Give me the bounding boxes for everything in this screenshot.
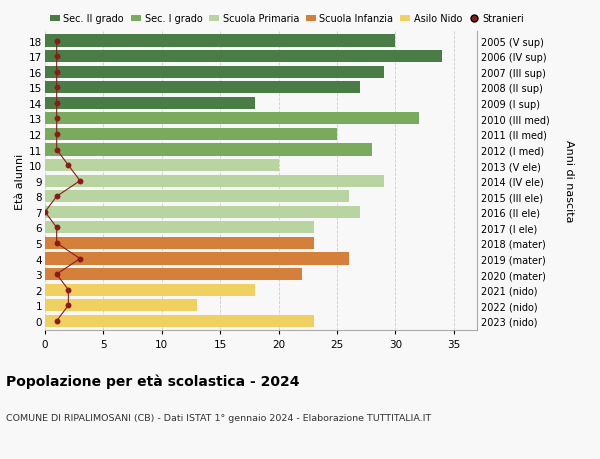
Bar bbox=[45, 35, 395, 48]
Bar bbox=[45, 144, 372, 156]
Point bbox=[52, 318, 61, 325]
Point bbox=[52, 116, 61, 123]
Bar bbox=[45, 113, 419, 125]
Bar bbox=[45, 253, 349, 265]
Point bbox=[52, 53, 61, 61]
Bar bbox=[45, 222, 314, 234]
Point bbox=[64, 162, 73, 169]
Bar bbox=[45, 98, 255, 110]
Y-axis label: Anni di nascita: Anni di nascita bbox=[564, 140, 574, 223]
Point bbox=[52, 100, 61, 107]
Y-axis label: Età alunni: Età alunni bbox=[15, 153, 25, 209]
Bar bbox=[45, 207, 360, 218]
Point bbox=[40, 209, 50, 216]
Bar bbox=[45, 237, 314, 250]
Bar bbox=[45, 284, 255, 296]
Bar bbox=[45, 315, 314, 327]
Point bbox=[52, 38, 61, 45]
Point bbox=[64, 286, 73, 294]
Bar bbox=[45, 269, 302, 280]
Point bbox=[52, 271, 61, 278]
Point bbox=[52, 146, 61, 154]
Text: Popolazione per età scolastica - 2024: Popolazione per età scolastica - 2024 bbox=[6, 374, 299, 389]
Point bbox=[75, 255, 85, 263]
Bar bbox=[45, 51, 442, 63]
Bar bbox=[45, 175, 383, 187]
Point bbox=[52, 240, 61, 247]
Legend: Sec. II grado, Sec. I grado, Scuola Primaria, Scuola Infanzia, Asilo Nido, Stran: Sec. II grado, Sec. I grado, Scuola Prim… bbox=[50, 14, 524, 24]
Bar bbox=[45, 300, 197, 312]
Text: COMUNE DI RIPALIMOSANI (CB) - Dati ISTAT 1° gennaio 2024 - Elaborazione TUTTITAL: COMUNE DI RIPALIMOSANI (CB) - Dati ISTAT… bbox=[6, 413, 431, 422]
Point bbox=[64, 302, 73, 309]
Point bbox=[52, 193, 61, 201]
Bar bbox=[45, 160, 278, 172]
Point bbox=[52, 84, 61, 92]
Bar bbox=[45, 191, 349, 203]
Point bbox=[75, 178, 85, 185]
Bar bbox=[45, 82, 360, 94]
Point bbox=[52, 131, 61, 138]
Point bbox=[52, 69, 61, 76]
Point bbox=[52, 224, 61, 232]
Bar bbox=[45, 67, 383, 78]
Bar bbox=[45, 129, 337, 141]
